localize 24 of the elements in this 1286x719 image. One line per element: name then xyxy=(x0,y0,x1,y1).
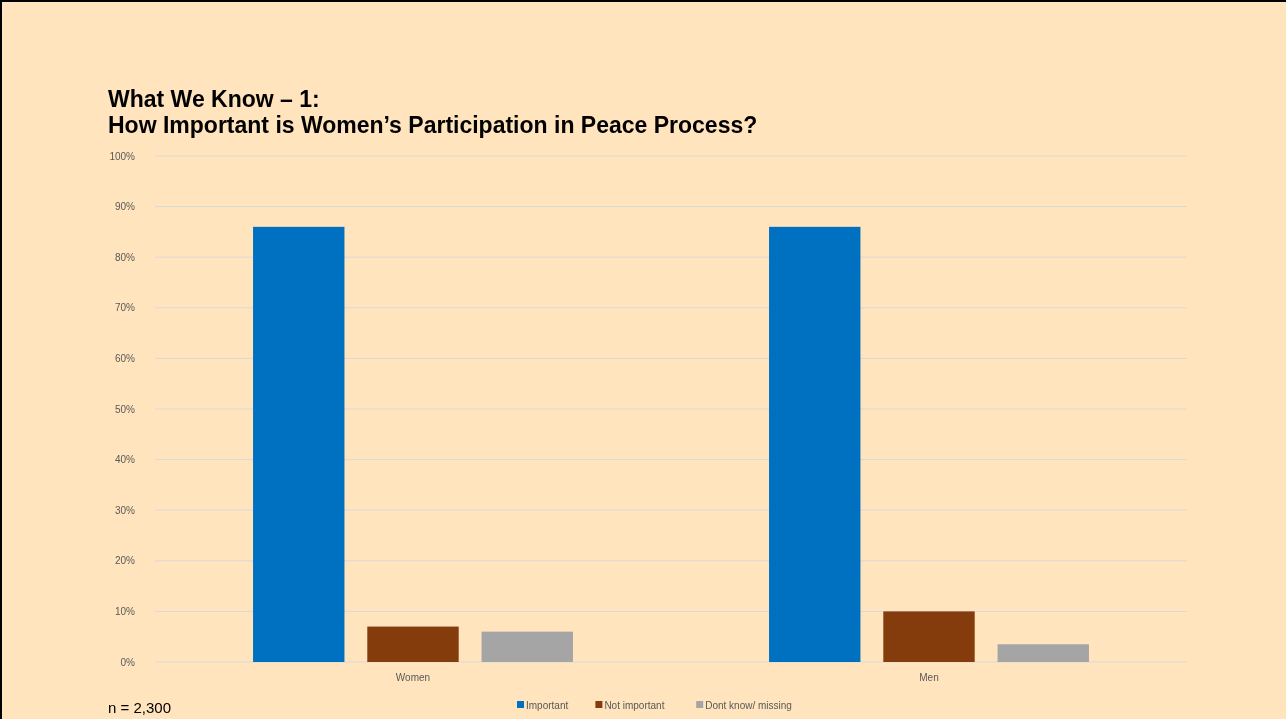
y-tick-label: 60% xyxy=(114,352,136,364)
bar xyxy=(481,631,573,662)
y-tick-label: 50% xyxy=(114,403,136,415)
y-tick-label: 100% xyxy=(109,150,136,162)
y-tick-label: 90% xyxy=(114,201,136,213)
legend-label: Dont know/ missing xyxy=(705,699,792,711)
bar xyxy=(253,226,345,662)
chart-title: What We Know – 1: How Important is Women’s Participation in Peace Process? xyxy=(108,86,758,138)
bar xyxy=(367,626,459,662)
x-tick-label: Women xyxy=(395,672,431,683)
y-tick-label: 70% xyxy=(114,302,136,314)
y-tick-label: 40% xyxy=(114,454,136,466)
legend-label: Important xyxy=(526,699,569,711)
text: n = 2,300 xyxy=(108,699,171,716)
x-tick-label: Men xyxy=(919,672,939,683)
y-tick-label: 0% xyxy=(120,656,136,668)
y-tick-label: 80% xyxy=(114,251,136,263)
y-tick-label: 30% xyxy=(114,504,136,516)
y-tick-label: 10% xyxy=(114,605,136,617)
bar xyxy=(769,226,861,662)
bar xyxy=(997,644,1089,662)
y-tick-label: 20% xyxy=(114,555,136,567)
legend-label: Not important xyxy=(604,699,665,711)
bar xyxy=(883,611,975,662)
